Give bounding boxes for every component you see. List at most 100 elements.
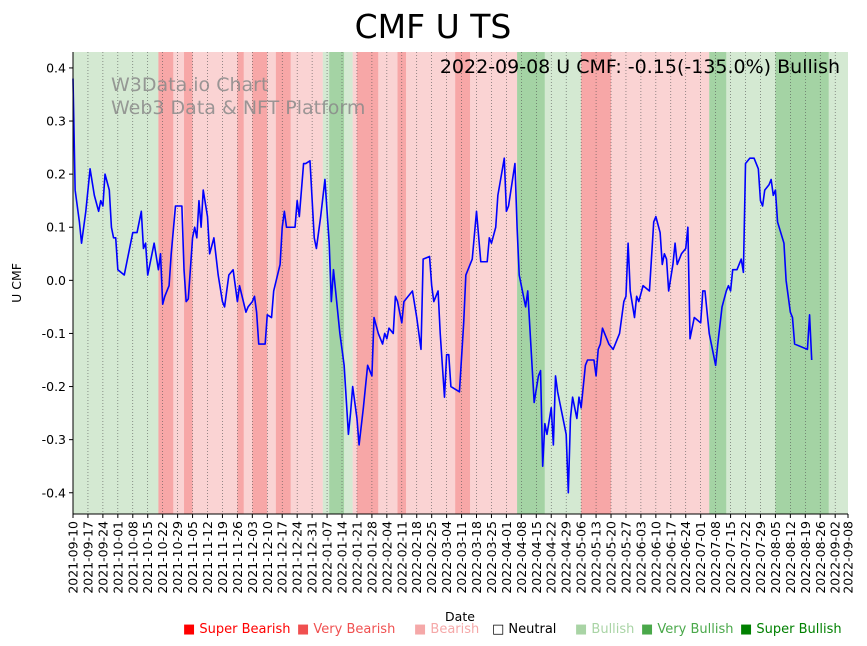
x-tick-label: 2022-01-21 [349,521,364,594]
x-tick-label: 2022-01-14 [335,521,350,594]
x-tick-label: 2021-12-17 [275,521,290,594]
x-tick-label: 2022-05-27 [618,521,633,594]
region-very-bearish [455,52,471,514]
cmf-series-line [72,78,813,494]
region-bearish [267,52,276,514]
y-axis-label: U CMF [9,263,24,303]
x-tick-label: 2022-03-11 [454,521,469,594]
region-bearish [192,52,238,514]
x-tick-label: 2021-10-22 [155,521,170,594]
y-tick-label: -0.1 [42,326,66,341]
region-very-bearish [237,52,244,514]
x-tick-label: 2022-04-01 [499,521,514,594]
chart-title: CMF U TS [355,7,512,46]
x-axis-label: Date [445,609,475,624]
vertical-gridlines [72,52,836,514]
legend-item-neutral: □ Neutral [492,622,556,637]
y-tick-label: -0.3 [42,432,66,447]
y-ticks: -0.4 -0.3 -0.2 -0.1 0.0 0.1 0.2 0.3 0.4 [42,60,73,500]
x-tick-label: 2021-09-24 [95,521,110,594]
x-tick-label: 2022-08-05 [768,521,783,594]
legend-item-bullish: ■ Bullish [575,622,634,637]
y-tick-label: 0.4 [46,60,66,75]
region-very-bearish [184,52,193,514]
latest-value-annotation: 2022-09-08 U CMF: -0.15(-135.0%) Bullish [440,56,840,78]
x-tick-label: 2021-11-12 [200,521,215,594]
x-tick-label: 2022-08-26 [813,521,828,594]
region-very-bullish [709,52,727,514]
x-tick-label: 2022-08-12 [783,521,798,594]
y-tick-label: -0.4 [42,485,66,500]
x-tick-label: 2022-03-04 [439,521,454,594]
x-tick-label: 2021-12-03 [245,521,260,594]
x-tick-label: 2022-09-08 [841,521,856,594]
y-tick-label: -0.2 [42,379,66,394]
x-tick-label: 2021-10-15 [140,521,155,594]
axes [72,52,848,515]
x-tick-label: 2022-02-18 [409,521,424,594]
x-tick-label: 2022-01-07 [320,521,335,594]
x-tick-label: 2022-09-02 [828,521,843,594]
watermark-line-1: W3Data.io Chart [111,74,268,96]
x-tick-label: 2022-04-08 [514,521,529,594]
x-tick-label: 2022-04-29 [559,521,574,594]
x-ticks: 2021-09-10 2021-09-17 2021-09-24 2021-10-01… [66,514,856,594]
region-bearish [173,52,185,514]
legend-item-super-bullish: ■ Super Bullish [740,622,842,637]
x-tick-label: 2021-10-29 [170,521,185,594]
region-bullish [73,52,159,514]
x-tick-label: 2021-10-08 [125,521,140,594]
region-very-bearish [158,52,174,514]
x-tick-label: 2022-05-13 [589,521,604,594]
y-tick-label: 0.3 [46,114,66,129]
x-tick-label: 2022-07-08 [708,521,723,594]
legend-item-bearish: ■ Bearish [414,622,479,637]
x-tick-label: 2021-11-26 [230,521,245,594]
x-tick-label: 2021-09-10 [66,521,81,594]
region-bullish [322,52,330,514]
x-tick-label: 2022-04-22 [544,521,559,594]
x-tick-label: 2022-02-11 [394,521,409,594]
region-bullish [544,52,582,514]
x-tick-label: 2022-01-28 [364,521,379,594]
x-tick-label: 2022-06-17 [663,521,678,594]
series-layer [72,78,813,494]
x-tick-label: 2021-09-17 [80,521,95,594]
region-very-bearish [252,52,268,514]
y-tick-label: 0.2 [46,167,66,182]
region-very-bullish [775,52,829,514]
region-very-bullish [517,52,545,514]
region-bearish [243,52,253,514]
x-tick-label: 2021-12-31 [305,521,320,594]
legend-item-very-bullish: ■ Very Bullish [641,622,733,637]
x-tick-label: 2021-11-05 [185,521,200,594]
region-bullish [828,52,848,514]
x-tick-label: 2022-05-20 [604,521,619,594]
x-tick-label: 2022-05-06 [574,521,589,594]
region-bearish [406,52,456,514]
sentiment-regions [73,52,848,514]
x-tick-label: 2022-06-10 [648,521,663,594]
legend-item-very-bearish: ■ Very Bearish [297,622,395,637]
region-very-bearish [356,52,379,514]
region-bullish [344,52,353,514]
region-bearish [611,52,710,514]
x-tick-label: 2022-02-25 [424,521,439,594]
region-bearish [378,52,398,514]
watermark: W3Data.io Chart Web3 Data & NFT Platform [111,74,365,119]
region-bullish [726,52,776,514]
legend: ■ Super Bearish ■ Very Bearish ■ Bearish □ … [183,622,842,637]
region-bearish [470,52,518,514]
y-tick-label: 0.1 [46,220,66,235]
watermark-line-2: Web3 Data & NFT Platform [111,97,365,119]
x-tick-label: 2021-11-19 [215,521,230,594]
x-tick-label: 2021-10-01 [110,521,125,594]
x-tick-label: 2022-06-03 [633,521,648,594]
region-very-bearish [275,52,291,514]
x-tick-label: 2022-07-15 [723,521,738,594]
x-tick-label: 2022-04-15 [529,521,544,594]
region-bearish [290,52,323,514]
x-tick-label: 2021-12-24 [290,521,305,594]
region-bearish [352,52,357,514]
